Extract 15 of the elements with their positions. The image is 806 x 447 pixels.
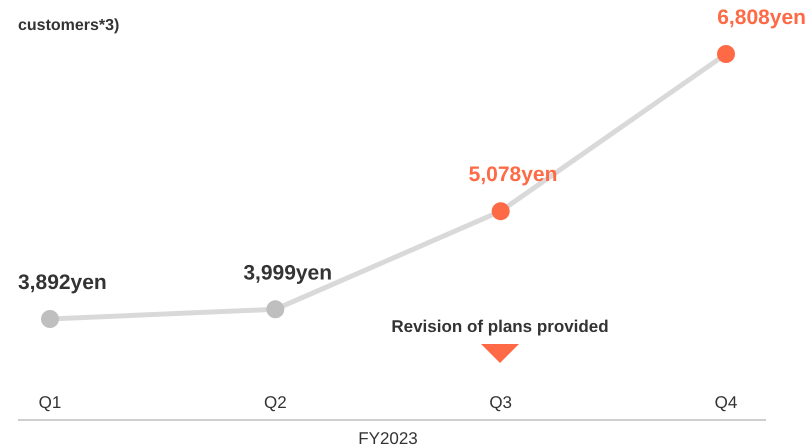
- point: [41, 310, 59, 328]
- point: [492, 202, 510, 220]
- chart-title: customers*3): [18, 17, 120, 34]
- x-tick-label: Q1: [38, 393, 62, 412]
- data-label: 3,892yen: [18, 271, 107, 294]
- point: [717, 45, 735, 63]
- annotation: Revision of plans provided: [391, 317, 609, 336]
- x-axis-title: FY2023: [358, 429, 418, 447]
- data-label: 5,078yen: [468, 163, 558, 186]
- data-label: 6,808yen: [717, 6, 806, 29]
- x-tick-label: Q3: [489, 393, 512, 412]
- data-label: 3,999yen: [243, 261, 332, 284]
- point: [266, 300, 284, 318]
- x-tick-label: Q4: [714, 393, 738, 412]
- x-tick-label: Q2: [264, 393, 287, 412]
